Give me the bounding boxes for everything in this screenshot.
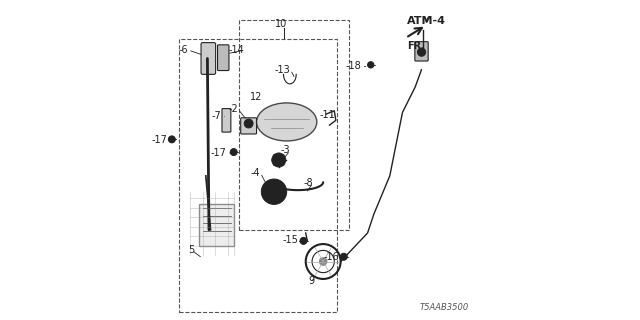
Text: 5: 5 — [188, 245, 195, 255]
Circle shape — [230, 148, 237, 156]
Ellipse shape — [257, 103, 317, 141]
FancyBboxPatch shape — [218, 45, 229, 70]
FancyBboxPatch shape — [241, 118, 257, 134]
Text: -18: -18 — [346, 61, 361, 71]
Text: -17: -17 — [211, 148, 227, 158]
Text: T5AAB3500: T5AAB3500 — [420, 303, 469, 312]
Circle shape — [244, 119, 253, 128]
Circle shape — [168, 136, 175, 143]
Circle shape — [319, 258, 327, 265]
Circle shape — [261, 179, 287, 204]
Text: -17: -17 — [151, 135, 167, 145]
Circle shape — [276, 157, 282, 163]
Text: -7: -7 — [211, 111, 221, 121]
Text: -3: -3 — [280, 146, 290, 156]
Text: -13: -13 — [275, 65, 291, 75]
FancyBboxPatch shape — [201, 43, 216, 74]
Text: -4: -4 — [250, 168, 260, 178]
Circle shape — [268, 186, 280, 197]
Text: 12: 12 — [250, 92, 262, 101]
Circle shape — [276, 194, 282, 199]
Text: -6: -6 — [178, 45, 188, 55]
Circle shape — [300, 237, 307, 244]
Text: -15: -15 — [282, 235, 298, 245]
FancyBboxPatch shape — [415, 42, 428, 61]
Circle shape — [367, 62, 374, 68]
Circle shape — [417, 48, 426, 56]
Circle shape — [267, 184, 272, 189]
Circle shape — [272, 153, 285, 167]
FancyBboxPatch shape — [200, 204, 234, 246]
Text: -8: -8 — [303, 178, 313, 188]
Text: FR.: FR. — [407, 41, 425, 51]
Text: 10: 10 — [275, 19, 287, 28]
Text: 9: 9 — [308, 276, 314, 285]
Text: -14: -14 — [228, 45, 244, 55]
Circle shape — [340, 253, 348, 260]
Text: -2: -2 — [228, 104, 238, 114]
FancyBboxPatch shape — [222, 108, 231, 132]
Text: -11: -11 — [319, 110, 335, 120]
Text: ATM-4: ATM-4 — [407, 16, 446, 26]
Text: -16: -16 — [323, 252, 339, 262]
